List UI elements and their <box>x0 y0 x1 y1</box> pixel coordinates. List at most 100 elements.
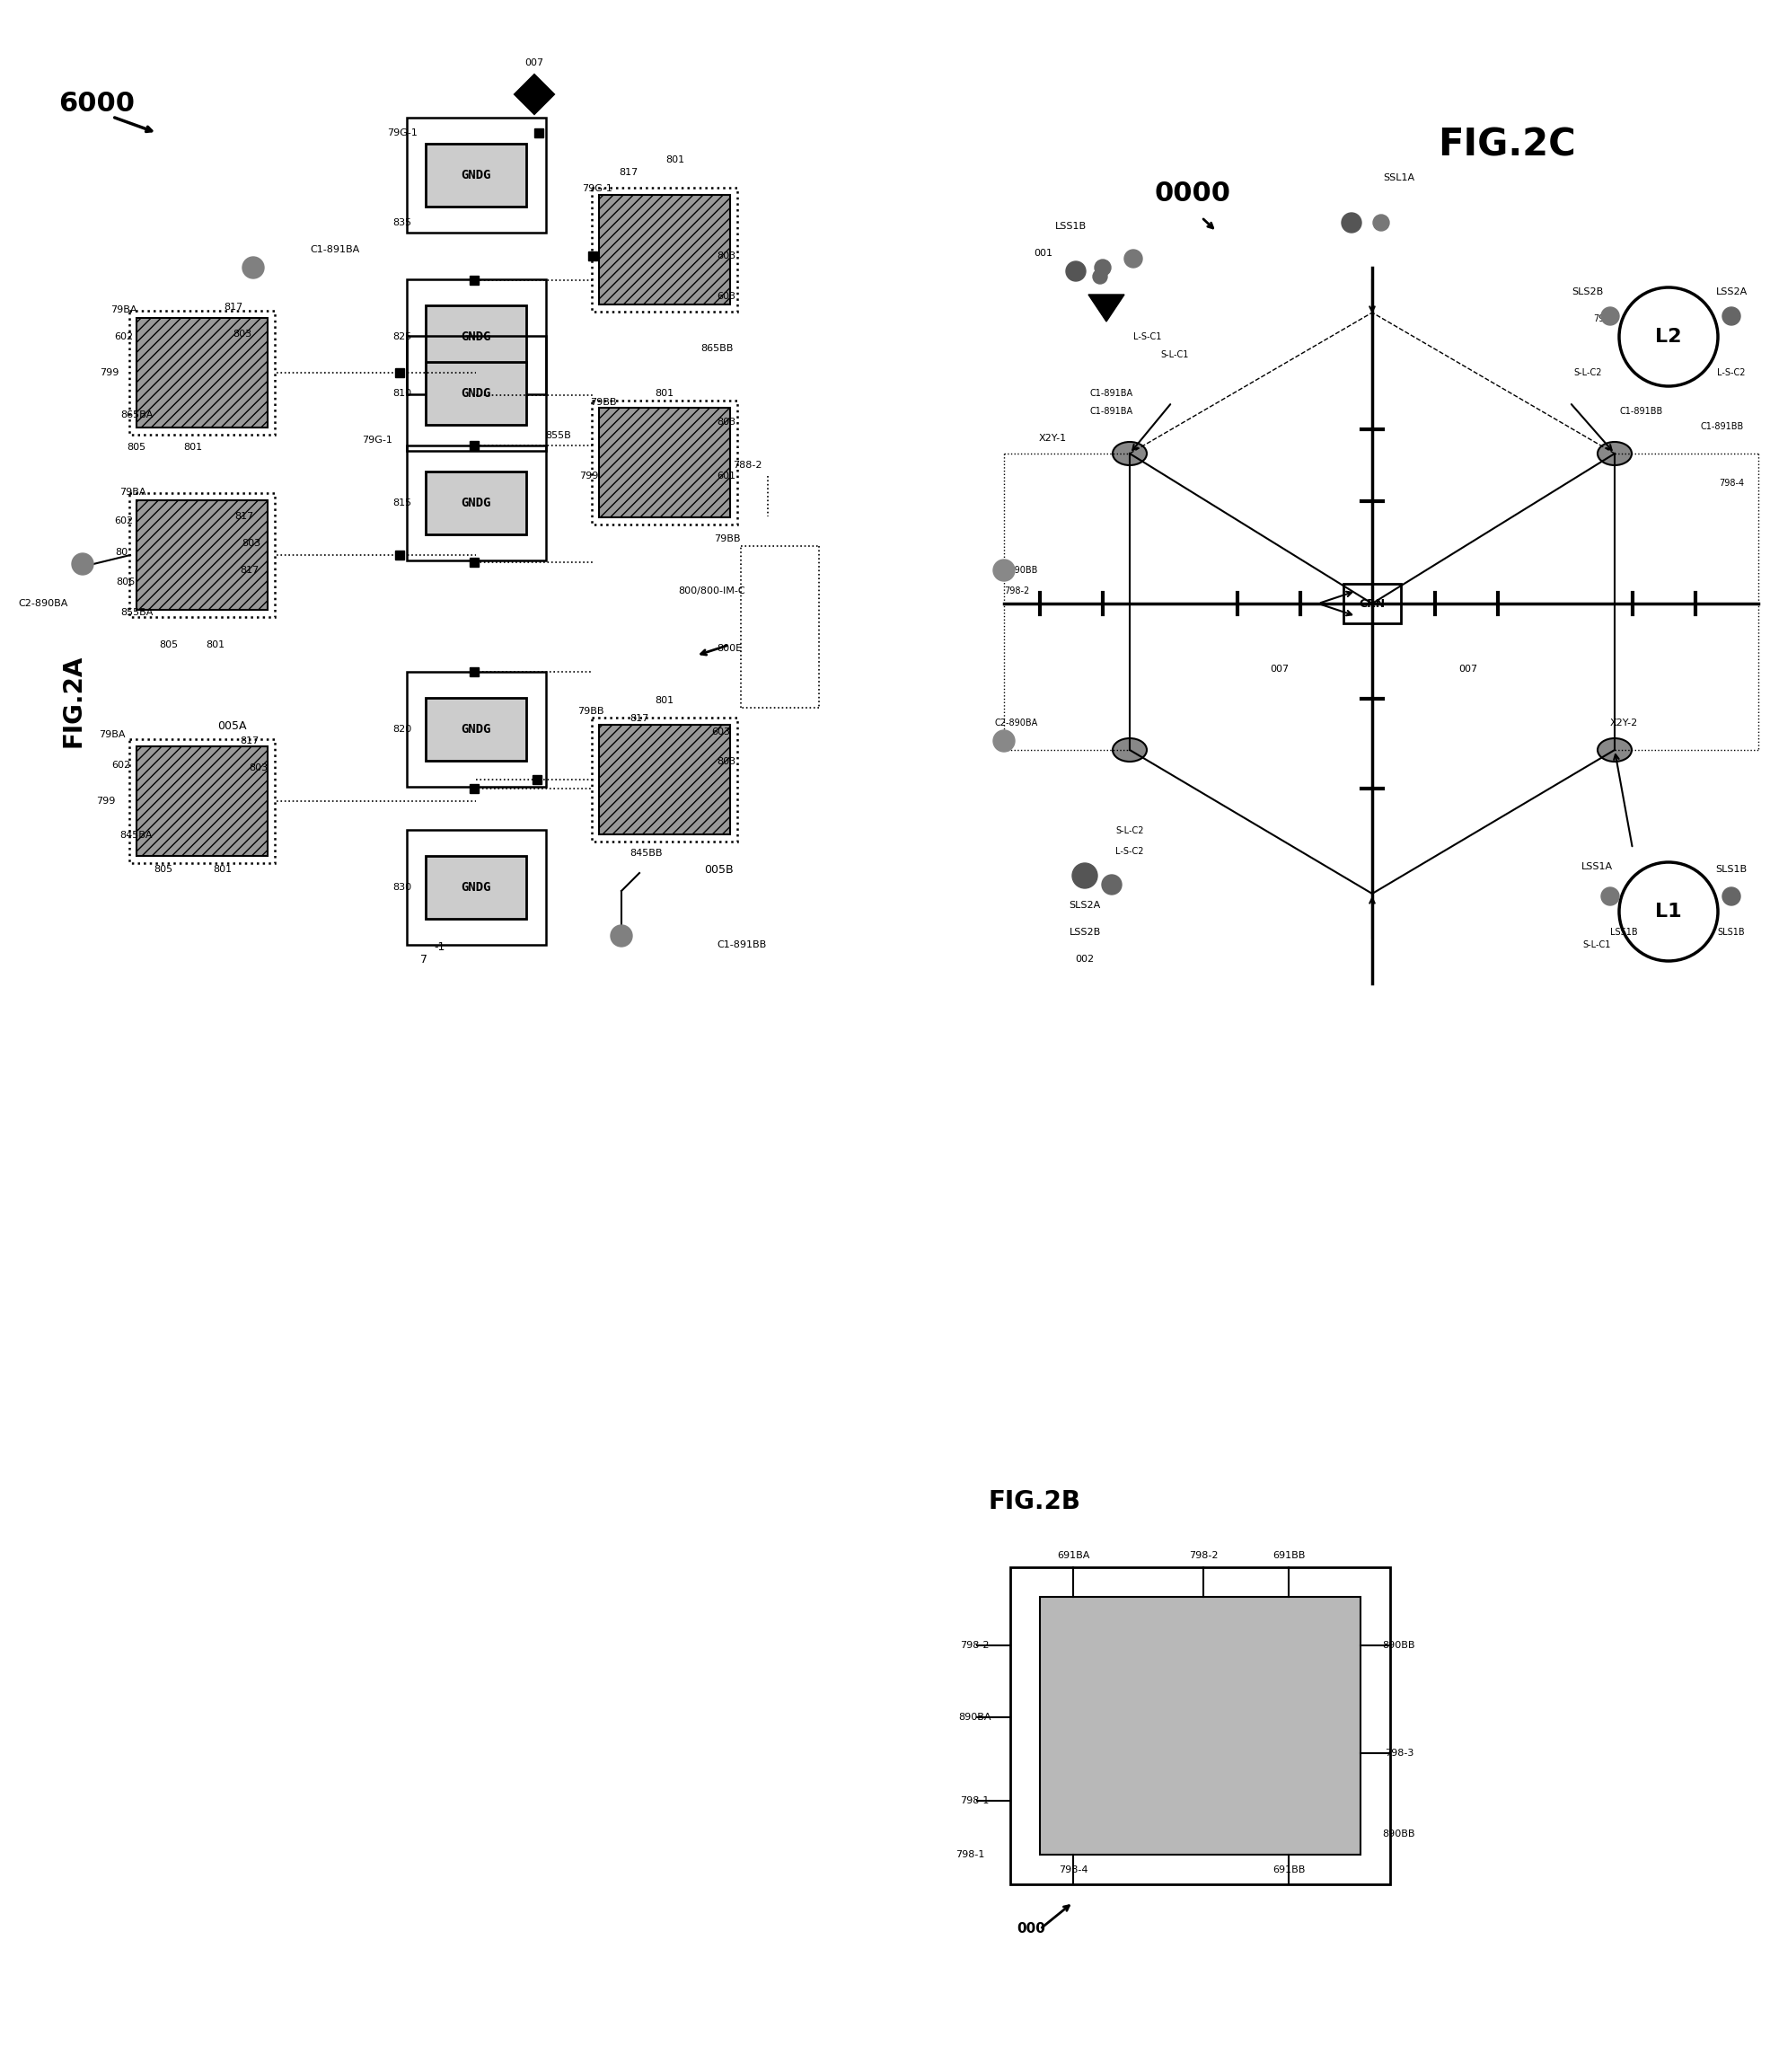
Polygon shape <box>1041 1598 1361 1854</box>
Circle shape <box>242 257 264 278</box>
Circle shape <box>1374 215 1389 230</box>
Text: 000: 000 <box>1016 1923 1046 1935</box>
Text: FIG.2C: FIG.2C <box>1437 126 1575 164</box>
Polygon shape <box>395 551 404 559</box>
Text: 602: 602 <box>115 516 133 526</box>
Circle shape <box>1092 269 1108 284</box>
Circle shape <box>1094 259 1112 276</box>
Text: 810: 810 <box>393 390 412 398</box>
Text: 6000: 6000 <box>58 91 135 116</box>
Polygon shape <box>427 363 526 425</box>
Text: SSL1A: SSL1A <box>1384 174 1414 182</box>
Text: 001: 001 <box>1034 249 1053 257</box>
Text: 601: 601 <box>717 472 736 481</box>
Ellipse shape <box>1113 738 1147 762</box>
Text: 865BB: 865BB <box>701 344 733 352</box>
Text: 79BA: 79BA <box>112 305 136 315</box>
Text: 803: 803 <box>717 419 736 427</box>
Text: S-L-C1: S-L-C1 <box>1582 941 1611 949</box>
Text: 817: 817 <box>241 736 258 746</box>
Text: 603: 603 <box>717 292 736 300</box>
Text: 803: 803 <box>234 329 251 338</box>
Text: 825: 825 <box>393 332 412 342</box>
Text: 788-2: 788-2 <box>733 460 761 470</box>
Text: 79BB: 79BB <box>577 707 604 715</box>
Text: 79BA: 79BA <box>120 487 147 497</box>
Text: C1-891BB: C1-891BB <box>1701 423 1743 431</box>
Circle shape <box>1602 887 1620 905</box>
Text: C1-891BA: C1-891BA <box>1090 390 1133 398</box>
Text: 603: 603 <box>712 727 729 736</box>
Text: X2Y-1: X2Y-1 <box>1039 433 1067 443</box>
Text: S-L-C2: S-L-C2 <box>1574 369 1602 377</box>
Circle shape <box>1073 864 1097 889</box>
Circle shape <box>1124 251 1142 267</box>
Text: FIG.2B: FIG.2B <box>988 1490 1081 1515</box>
Text: L2: L2 <box>1655 327 1682 346</box>
Text: 855BA: 855BA <box>120 607 152 617</box>
Circle shape <box>993 559 1014 580</box>
Polygon shape <box>469 276 478 284</box>
Text: 803: 803 <box>242 539 260 547</box>
Text: 855B: 855B <box>545 431 572 439</box>
Polygon shape <box>136 499 267 609</box>
Text: 801: 801 <box>655 696 674 704</box>
Text: 7: 7 <box>419 953 428 966</box>
Polygon shape <box>469 392 478 400</box>
Text: 845BA: 845BA <box>120 831 152 839</box>
Ellipse shape <box>1598 441 1632 466</box>
Text: 691BB: 691BB <box>1273 1552 1304 1560</box>
Polygon shape <box>427 856 526 920</box>
Text: SLS2B: SLS2B <box>1572 288 1604 296</box>
Text: 798-1: 798-1 <box>956 1850 984 1859</box>
Text: 806: 806 <box>117 578 135 586</box>
Text: C2-890BB: C2-890BB <box>995 566 1039 574</box>
Text: 845BB: 845BB <box>630 850 664 858</box>
Text: 798-1: 798-1 <box>959 1796 989 1805</box>
Polygon shape <box>136 317 267 427</box>
Text: GNDG: GNDG <box>460 387 490 400</box>
Text: 890BB: 890BB <box>1382 1641 1416 1649</box>
Circle shape <box>1103 874 1122 895</box>
Polygon shape <box>469 441 478 450</box>
Text: 800E: 800E <box>717 644 742 653</box>
Text: C1-891BB: C1-891BB <box>717 941 766 949</box>
Polygon shape <box>395 369 404 377</box>
Polygon shape <box>533 775 542 783</box>
Text: LSS2A: LSS2A <box>1715 288 1747 296</box>
Polygon shape <box>427 698 526 760</box>
Text: LSS1A: LSS1A <box>1581 862 1612 870</box>
Text: C1-891BB: C1-891BB <box>1620 406 1664 416</box>
Text: 817: 817 <box>241 566 258 574</box>
Circle shape <box>1066 261 1085 282</box>
Text: LSS2B: LSS2B <box>1069 928 1101 937</box>
Text: 005B: 005B <box>704 864 733 874</box>
Text: 801: 801 <box>655 390 674 398</box>
Circle shape <box>1722 307 1740 325</box>
Circle shape <box>611 924 632 947</box>
Polygon shape <box>598 725 729 835</box>
Text: 817: 817 <box>619 168 639 176</box>
Text: 79BA: 79BA <box>99 729 126 740</box>
Text: 007: 007 <box>1458 665 1478 673</box>
Text: 890BB: 890BB <box>1382 1830 1416 1838</box>
Text: 799: 799 <box>579 472 598 481</box>
Text: L-S-C2: L-S-C2 <box>1115 847 1143 856</box>
Text: 801: 801 <box>666 155 685 164</box>
Text: 80: 80 <box>115 547 127 557</box>
Text: 798-2: 798-2 <box>1189 1552 1218 1560</box>
Text: 805: 805 <box>159 640 179 649</box>
Text: 798-4: 798-4 <box>1058 1865 1089 1875</box>
Polygon shape <box>598 195 729 305</box>
Ellipse shape <box>1113 441 1147 466</box>
Text: 005A: 005A <box>218 719 246 731</box>
Polygon shape <box>515 75 554 114</box>
Text: 835: 835 <box>393 218 412 228</box>
Polygon shape <box>598 408 729 518</box>
Text: 799: 799 <box>99 369 119 377</box>
Text: 79G-1: 79G-1 <box>361 435 393 445</box>
Text: 803: 803 <box>717 251 736 261</box>
Text: L1: L1 <box>1655 903 1682 920</box>
Text: L-S-C1: L-S-C1 <box>1133 332 1161 342</box>
Text: 817: 817 <box>225 303 242 311</box>
